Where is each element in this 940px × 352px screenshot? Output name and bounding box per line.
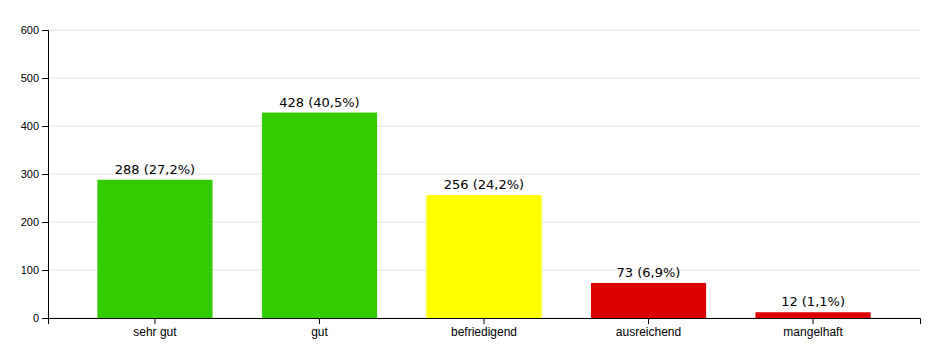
tick-label: 400 (21, 120, 39, 132)
data-label: 428 (40,5%) (279, 95, 359, 110)
bar (426, 195, 541, 318)
grid-line (48, 126, 920, 127)
data-label: 73 (6,9%) (617, 265, 681, 280)
grid (48, 30, 920, 318)
y-axis: 0 100 200 300 400 500 600 (21, 24, 49, 324)
tick-mark (484, 318, 485, 324)
data-labels: 288 (27,2%) 428 (40,5%) 256 (24,2%) 73 (6,9… (115, 95, 845, 310)
tick-mark (813, 318, 814, 324)
y-tick: 300 (21, 168, 48, 180)
bars (97, 113, 870, 318)
x-tick: gut (311, 318, 328, 339)
plot-area: sehr gut gut befriedigend ausreichend mangel… (21, 24, 921, 339)
grid-line (48, 78, 920, 79)
tick-label: 300 (21, 168, 39, 180)
y-tick: 500 (21, 72, 48, 84)
y-tick: 400 (21, 120, 48, 132)
bar (262, 113, 377, 318)
bar (97, 180, 212, 318)
tick-mark (42, 78, 48, 79)
x-tick: mangelhaft (783, 318, 843, 339)
tick-mark (42, 126, 48, 127)
tick-label: mangelhaft (783, 325, 843, 339)
axis-line (49, 319, 921, 325)
axis-line (42, 31, 49, 319)
tick-label: 100 (21, 264, 39, 276)
tick-mark (42, 174, 48, 175)
tick-mark (154, 318, 155, 324)
x-axis: sehr gut gut befriedigend ausreichend mangel… (49, 318, 921, 339)
bar (755, 312, 870, 318)
tick-label: ausreichend (616, 325, 681, 339)
data-label: 12 (1,1%) (781, 294, 845, 309)
x-tick: befriedigend (451, 318, 517, 339)
tick-label: befriedigend (451, 325, 517, 339)
chart-container: sehr gut gut befriedigend ausreichend mangel… (0, 0, 940, 352)
tick-mark (319, 318, 320, 324)
tick-label: sehr gut (133, 325, 177, 339)
chart-svg: sehr gut gut befriedigend ausreichend mangel… (0, 0, 940, 352)
tick-mark (42, 318, 48, 319)
y-tick: 200 (21, 216, 48, 228)
tick-mark (42, 222, 48, 223)
data-label: 288 (27,2%) (115, 162, 195, 177)
x-tick: ausreichend (616, 318, 681, 339)
y-tick: 100 (21, 264, 48, 276)
y-tick: 600 (21, 24, 48, 36)
bar (591, 283, 706, 318)
tick-mark (42, 30, 48, 31)
y-tick: 0 (33, 312, 48, 324)
grid-line (48, 30, 920, 31)
tick-label: 600 (21, 24, 39, 36)
tick-label: 200 (21, 216, 39, 228)
tick-mark (42, 270, 48, 271)
tick-label: 500 (21, 72, 39, 84)
tick-mark (648, 318, 649, 324)
data-label: 256 (24,2%) (444, 177, 524, 192)
tick-label: gut (311, 325, 328, 339)
x-tick: sehr gut (133, 318, 177, 339)
tick-label: 0 (33, 312, 39, 324)
